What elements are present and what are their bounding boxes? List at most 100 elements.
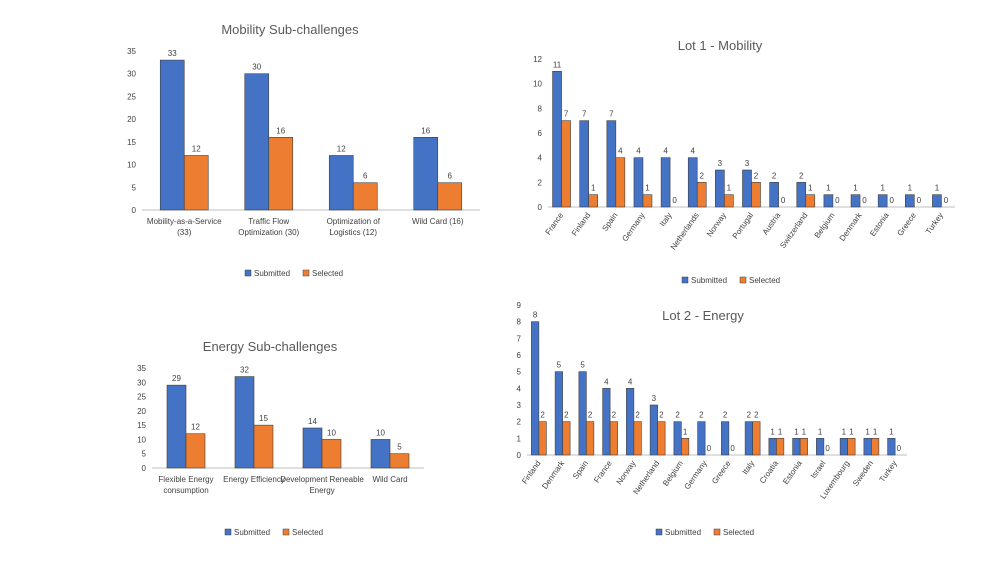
- data-label: 1: [853, 184, 858, 193]
- bar-submitted[interactable]: [578, 371, 587, 456]
- bar-selected[interactable]: [871, 438, 880, 456]
- bar-selected[interactable]: [389, 453, 410, 469]
- bar-submitted[interactable]: [633, 157, 644, 208]
- bar-submitted[interactable]: [673, 421, 682, 456]
- legend-swatch-submitted: [224, 528, 232, 536]
- bar-submitted[interactable]: [606, 120, 617, 208]
- bar-submitted[interactable]: [792, 438, 801, 456]
- category-label: Estonia: [781, 459, 804, 486]
- bar-submitted[interactable]: [687, 157, 698, 208]
- bar-submitted[interactable]: [768, 438, 777, 456]
- bar-submitted[interactable]: [796, 182, 807, 208]
- y-tick-label: 4: [517, 384, 522, 393]
- category-label: Wild Card (16): [412, 217, 464, 226]
- bar-selected[interactable]: [561, 120, 571, 208]
- bar-submitted[interactable]: [166, 384, 187, 469]
- category-label: Estonia: [868, 211, 891, 238]
- bar-submitted[interactable]: [877, 194, 888, 208]
- y-tick-label: 0: [142, 464, 147, 473]
- legend-label-selected: Selected: [292, 528, 323, 537]
- data-label: 1: [818, 427, 823, 436]
- category-label: Denmark: [540, 458, 567, 491]
- bar-submitted[interactable]: [649, 404, 658, 456]
- bar-selected[interactable]: [562, 421, 571, 456]
- bar-selected[interactable]: [847, 438, 856, 456]
- data-label: 1: [873, 427, 878, 436]
- legend: Submitted Selected: [224, 528, 323, 537]
- bar-submitted[interactable]: [839, 438, 848, 456]
- data-label: 2: [700, 171, 705, 180]
- bar-selected[interactable]: [752, 421, 761, 456]
- bar-selected[interactable]: [776, 438, 785, 456]
- bar-submitted[interactable]: [742, 169, 752, 208]
- bar-submitted[interactable]: [328, 155, 354, 211]
- bar-submitted[interactable]: [660, 157, 671, 208]
- bar-submitted[interactable]: [715, 169, 725, 208]
- bar-submitted[interactable]: [932, 194, 942, 208]
- bar-selected[interactable]: [538, 421, 547, 456]
- bar-selected[interactable]: [586, 421, 595, 456]
- bar-selected[interactable]: [657, 421, 666, 456]
- bar-submitted[interactable]: [554, 371, 563, 456]
- category-label: Norway: [705, 211, 728, 238]
- bar-submitted[interactable]: [579, 120, 590, 208]
- bar-selected[interactable]: [609, 421, 618, 456]
- bar-submitted[interactable]: [413, 137, 439, 211]
- bar-selected[interactable]: [185, 433, 206, 469]
- category-label: Germany: [620, 211, 646, 243]
- bar-submitted[interactable]: [769, 182, 779, 208]
- data-label: 0: [835, 196, 840, 205]
- bar-submitted[interactable]: [697, 421, 706, 456]
- bar-submitted[interactable]: [302, 427, 323, 469]
- bar-submitted[interactable]: [721, 421, 730, 456]
- bar-selected[interactable]: [321, 439, 342, 469]
- bar-selected[interactable]: [805, 194, 816, 208]
- bar-selected[interactable]: [724, 194, 734, 208]
- bar-selected[interactable]: [633, 421, 642, 456]
- bar-submitted[interactable]: [887, 438, 896, 456]
- category-label: Portugal: [731, 211, 756, 241]
- bar-submitted[interactable]: [602, 388, 611, 456]
- bar-selected[interactable]: [253, 424, 274, 469]
- bar-submitted[interactable]: [244, 73, 270, 211]
- data-label: 33: [168, 49, 177, 58]
- data-label: 29: [172, 374, 181, 383]
- bar-submitted[interactable]: [552, 71, 562, 208]
- y-tick-label: 15: [137, 421, 146, 430]
- bar-submitted[interactable]: [531, 321, 540, 456]
- legend-label-selected: Selected: [749, 276, 780, 285]
- bar-selected[interactable]: [183, 155, 209, 211]
- bar-selected[interactable]: [799, 438, 808, 456]
- bar-selected[interactable]: [751, 182, 761, 208]
- bar-selected[interactable]: [268, 137, 294, 211]
- bar-submitted[interactable]: [159, 59, 185, 211]
- bar-selected[interactable]: [681, 438, 690, 456]
- category-label: Sweden: [851, 459, 875, 488]
- y-tick-label: 10: [127, 161, 136, 170]
- bar-submitted[interactable]: [744, 421, 753, 456]
- bar-submitted[interactable]: [370, 439, 391, 469]
- bar-selected[interactable]: [588, 194, 599, 208]
- bar-selected[interactable]: [437, 182, 463, 211]
- bar-submitted[interactable]: [234, 376, 255, 469]
- bar-submitted[interactable]: [816, 438, 825, 456]
- legend-swatch-submitted: [681, 276, 689, 284]
- bar-submitted[interactable]: [863, 438, 872, 456]
- bar-submitted[interactable]: [823, 194, 834, 208]
- category-label: Germany: [683, 459, 709, 491]
- bar-selected[interactable]: [352, 182, 378, 211]
- data-label: 7: [609, 110, 614, 119]
- bar-submitted[interactable]: [850, 194, 861, 208]
- data-label: 2: [754, 411, 759, 420]
- legend-label-selected: Selected: [723, 528, 754, 537]
- bar-submitted[interactable]: [904, 194, 915, 208]
- bar-selected[interactable]: [696, 182, 707, 208]
- data-label: 1: [591, 184, 596, 193]
- y-tick-label: 8: [538, 104, 543, 113]
- bar-selected[interactable]: [642, 194, 653, 208]
- category-label: Italy: [740, 459, 756, 476]
- bar-selected[interactable]: [615, 157, 626, 208]
- y-tick-label: 4: [538, 154, 543, 163]
- bar-submitted[interactable]: [626, 388, 635, 456]
